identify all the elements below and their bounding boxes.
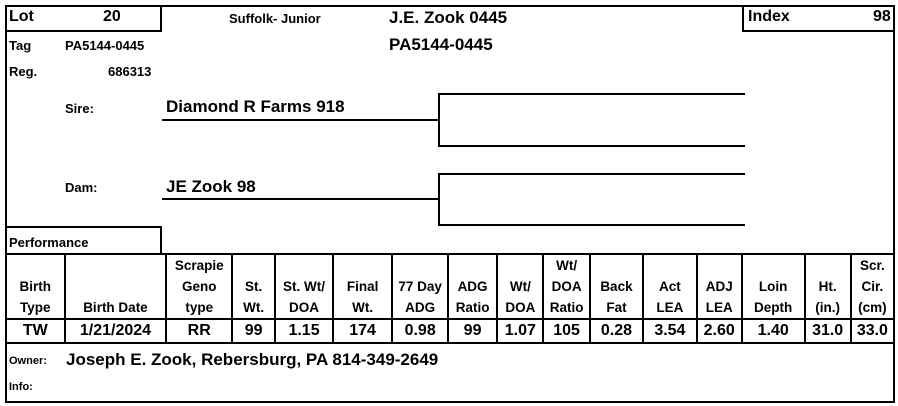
index-label: Index [748, 8, 790, 25]
cell-loin-depth: 1.40 [740, 318, 806, 344]
cell-start-weight-doa: 1.15 [274, 318, 334, 344]
column-header: Final Wt. [331, 253, 394, 320]
dam-line [162, 198, 440, 200]
dam-value: JE Zook 98 [166, 177, 256, 196]
dam-label: Dam: [65, 180, 98, 195]
index-box [742, 5, 895, 32]
sire-bracket-bottom [438, 145, 745, 147]
cell-weight-doa: 1.07 [496, 318, 545, 344]
sire-label: Sire: [65, 101, 94, 116]
performance-table: Birth Type Birth Date Scrapie Geno type St.… [5, 253, 896, 344]
column-header: Act LEA [642, 253, 698, 320]
performance-header-row: Birth Type Birth Date Scrapie Geno type St.… [5, 253, 896, 320]
column-header: ADG Ratio [446, 253, 499, 320]
cell-adg-ratio: 99 [446, 318, 499, 344]
column-header: Wt/DOA Ratio [542, 253, 591, 320]
dam-bracket-bottom [438, 224, 745, 226]
sire-line [162, 119, 440, 121]
animal-name: J.E. Zook 0445 [389, 8, 508, 27]
index-value: 98 [873, 8, 891, 25]
performance-label: Performance [9, 235, 89, 250]
breed-class: Suffolk- Junior [229, 11, 321, 26]
dam-bracket-vertical [438, 173, 440, 226]
owner-value: Joseph E. Zook, Rebersburg, PA 814-349-2… [66, 350, 439, 369]
cell-birth-type: TW [5, 318, 66, 344]
column-header: Scrapie Geno type [165, 253, 234, 320]
cell-final-weight: 174 [331, 318, 394, 344]
column-header: Wt/DOA [496, 253, 545, 320]
column-header: 77 Day ADG [391, 253, 449, 320]
cell-scrapie-genotype: RR [165, 318, 234, 344]
reg-label: Reg. [9, 64, 38, 79]
column-header: Back Fat [588, 253, 645, 320]
cell-weight-doa-ratio: 105 [542, 318, 591, 344]
info-label: Info: [9, 381, 33, 393]
lot-value: 20 [103, 8, 121, 25]
performance-value-row: TW 1/21/2024 RR 99 1.15 174 0.98 99 1.07… [5, 318, 896, 344]
lot-label: Lot [9, 8, 34, 25]
animal-tag: PA5144-0445 [389, 35, 493, 54]
column-header: Scr. Cir. (cm) [849, 253, 896, 320]
column-header: Birth Type [5, 253, 66, 320]
sire-bracket-vertical [438, 93, 440, 147]
sire-value: Diamond R Farms 918 [166, 97, 345, 116]
tag-label: Tag [9, 38, 32, 53]
cell-scrotal-circumference: 33.0 [849, 318, 896, 344]
tag-value: PA5144-0445 [65, 38, 145, 53]
owner-label: Owner: [9, 355, 47, 367]
cell-back-fat: 0.28 [588, 318, 645, 344]
column-header: Loin Depth [740, 253, 806, 320]
dam-bracket-top [438, 173, 745, 175]
cell-act-lea: 3.54 [642, 318, 698, 344]
cell-birth-date: 1/21/2024 [63, 318, 168, 344]
cell-adj-lea: 2.60 [695, 318, 743, 344]
cell-height: 31.0 [803, 318, 852, 344]
column-header: St. Wt. [231, 253, 277, 320]
sire-bracket-top [438, 93, 745, 95]
lot-box [5, 5, 162, 32]
column-header: Ht. (in.) [803, 253, 852, 320]
column-header: Birth Date [63, 253, 168, 320]
column-header: St. Wt/DOA [274, 253, 334, 320]
column-header: ADJ LEA [695, 253, 743, 320]
cell-77-day-adg: 0.98 [391, 318, 449, 344]
reg-value: 686313 [108, 64, 152, 79]
card-frame [5, 5, 895, 403]
cell-start-weight: 99 [231, 318, 277, 344]
